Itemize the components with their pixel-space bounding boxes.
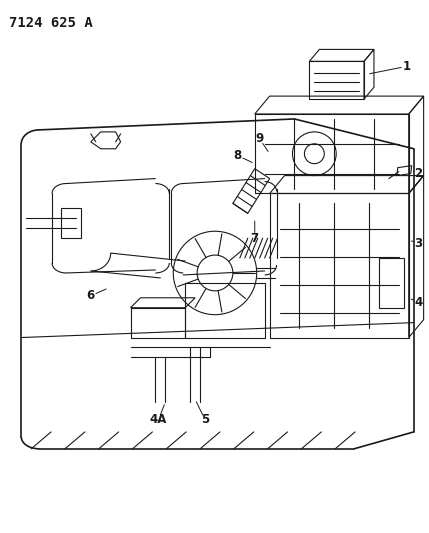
Text: 4A: 4A <box>150 414 167 426</box>
Text: 8: 8 <box>234 149 242 162</box>
Text: 1: 1 <box>403 60 411 73</box>
Text: 7: 7 <box>251 232 259 245</box>
Text: 7124 625 A: 7124 625 A <box>9 15 93 30</box>
Text: 3: 3 <box>414 237 423 249</box>
Text: 5: 5 <box>201 414 209 426</box>
Text: 2: 2 <box>414 167 423 180</box>
Text: 6: 6 <box>87 289 95 302</box>
Text: 9: 9 <box>256 132 264 146</box>
Text: 4: 4 <box>414 296 423 309</box>
